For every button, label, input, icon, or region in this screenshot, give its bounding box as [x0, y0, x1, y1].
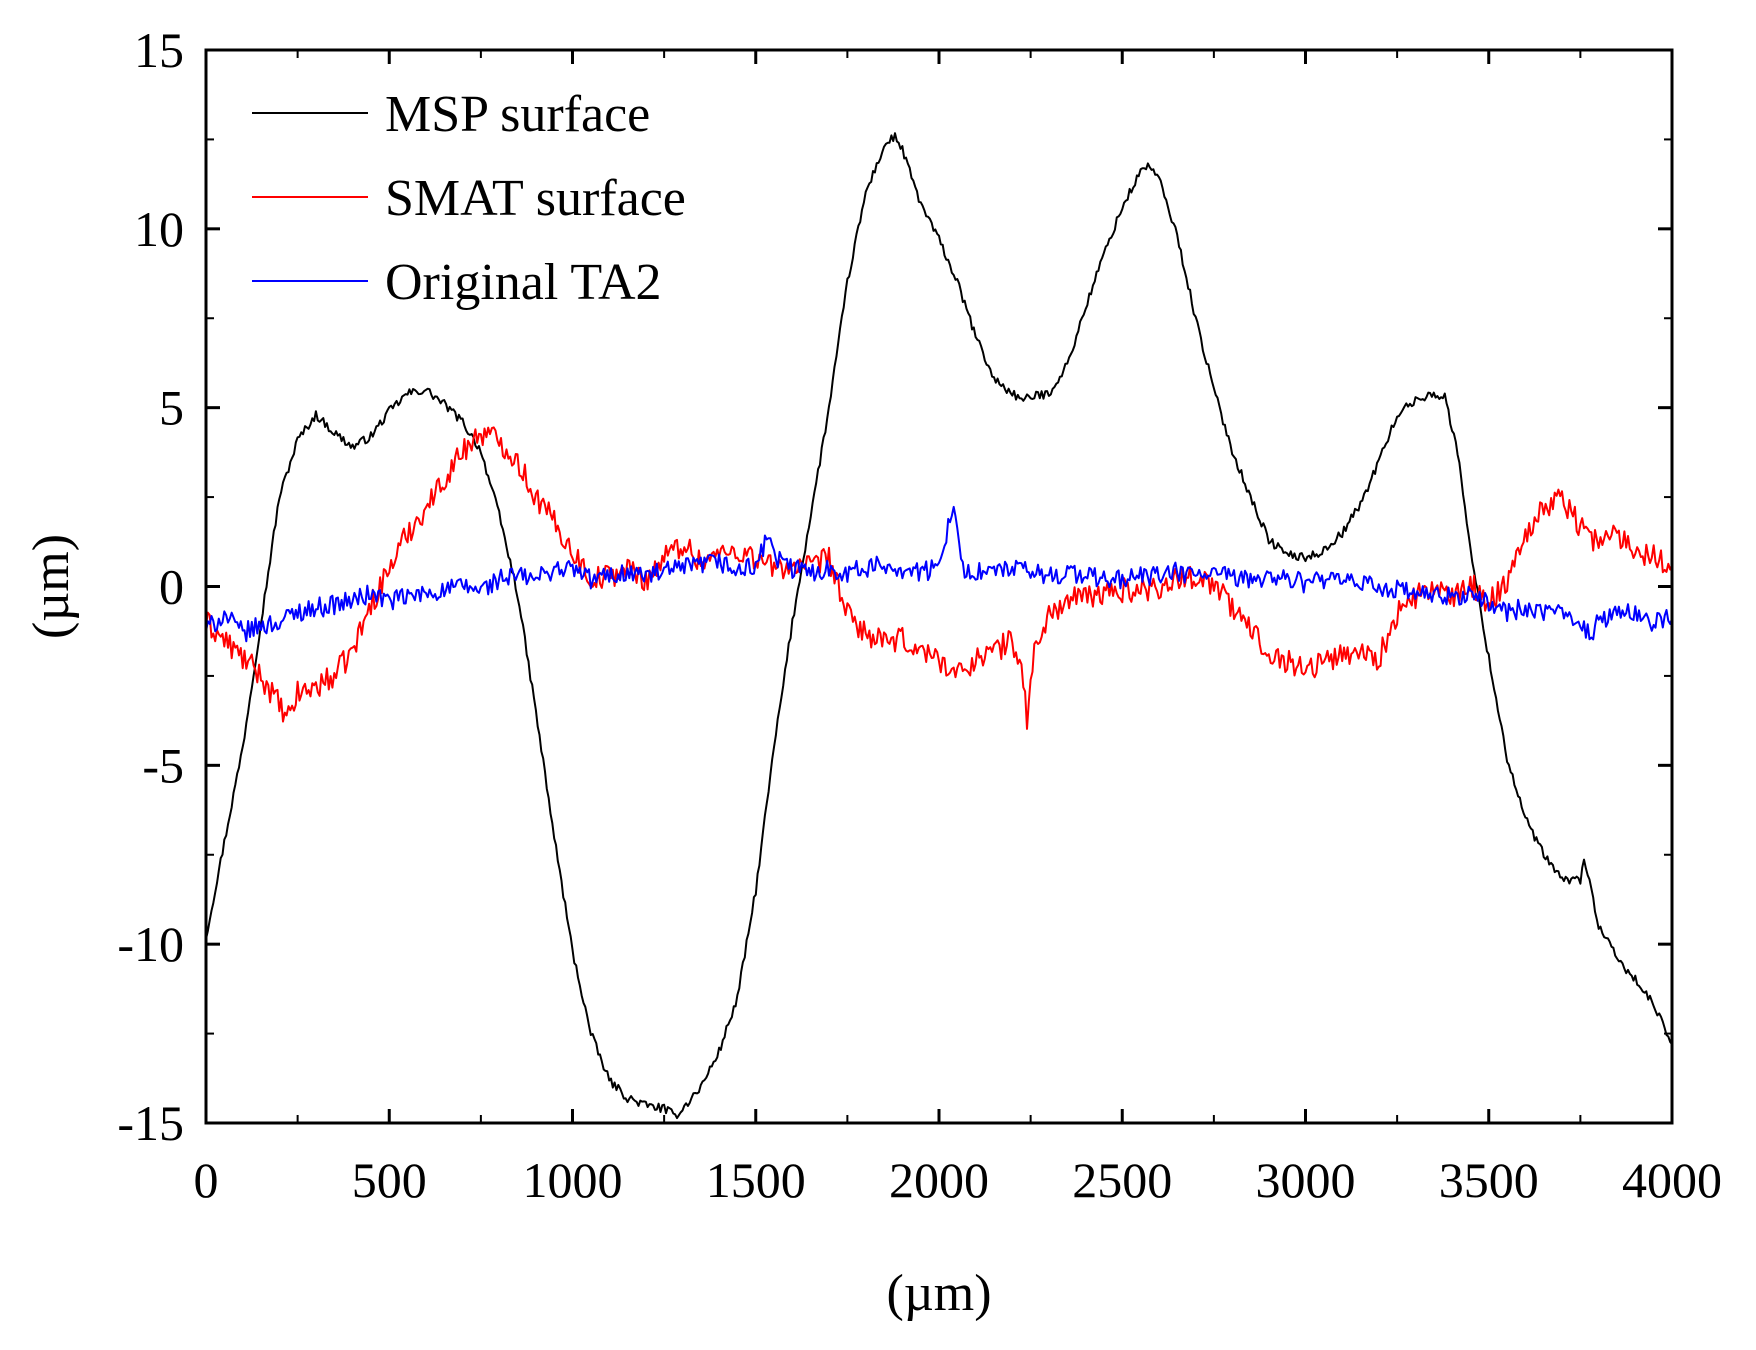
ticks-layer: 0 500 1000 1500 2000 2500 3000 3500 4000 -15 -10 -5…: [117, 22, 1722, 1208]
y-tick-label: 5: [159, 380, 184, 436]
series-line-2: [206, 505, 1672, 643]
legend-label-2: Original TA2: [385, 254, 662, 311]
y-tick-label: 0: [159, 559, 184, 615]
x-tick-label: 2500: [1072, 1152, 1172, 1208]
x-tick-label: 3000: [1256, 1152, 1356, 1208]
y-tick-label: 15: [134, 22, 184, 78]
y-tick-label: 10: [134, 201, 184, 257]
x-tick-label: 500: [352, 1152, 427, 1208]
series-layer: [206, 132, 1672, 1120]
x-tick-label: 4000: [1622, 1152, 1722, 1208]
series-line-1: [206, 426, 1672, 730]
legend-label-0: MSP surface: [385, 86, 650, 143]
x-tick-label: 1500: [706, 1152, 806, 1208]
x-tick-label: 0: [194, 1152, 219, 1208]
x-tick-label: 1000: [523, 1152, 623, 1208]
series-line-0: [206, 132, 1672, 1120]
x-tick-label: 3500: [1439, 1152, 1539, 1208]
y-tick-label: -10: [117, 916, 184, 972]
y-axis-title: (µm): [23, 534, 80, 639]
legend: MSP surface SMAT surface Original TA2: [252, 86, 686, 311]
x-axis-title: (µm): [886, 1265, 991, 1322]
legend-label-1: SMAT surface: [385, 170, 686, 227]
y-tick-label: -5: [142, 737, 184, 793]
y-tick-label: -15: [117, 1095, 184, 1151]
x-tick-label: 2000: [889, 1152, 989, 1208]
